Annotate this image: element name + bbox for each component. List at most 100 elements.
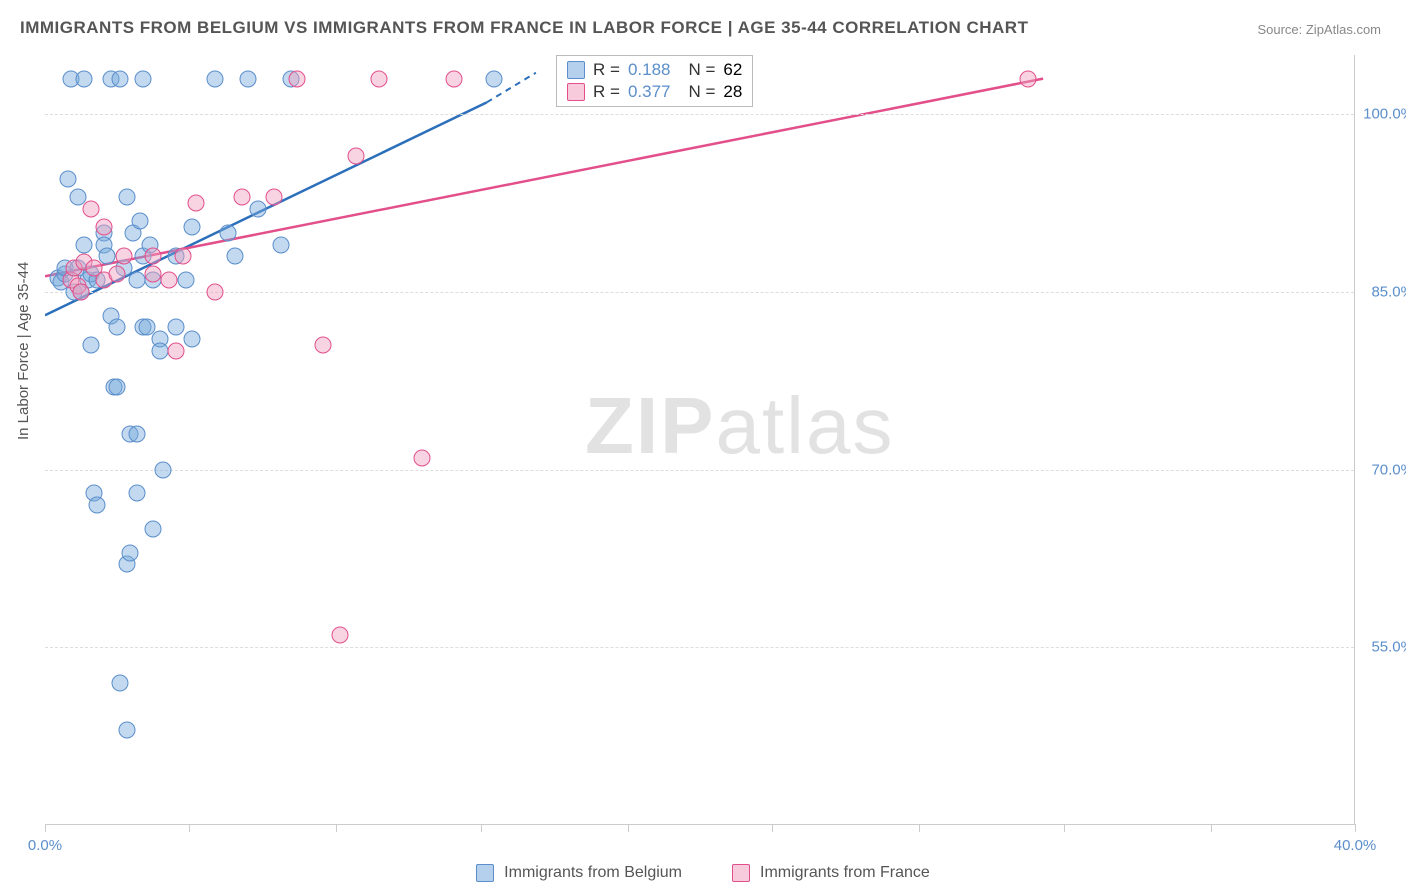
plot-area: ZIPatlas 55.0%70.0%85.0%100.0%0.0%40.0%: [45, 55, 1355, 825]
scatter-point: [59, 171, 76, 188]
x-tick: [919, 824, 920, 832]
scatter-point: [151, 343, 168, 360]
x-tick-label: 40.0%: [1334, 837, 1377, 854]
scatter-point: [289, 70, 306, 87]
pink-swatch-icon: [567, 83, 585, 101]
legend-label: Immigrants from Belgium: [504, 864, 682, 882]
scatter-point: [109, 319, 126, 336]
grid-line-horizontal: [45, 114, 1354, 115]
scatter-point: [233, 189, 250, 206]
scatter-point: [348, 147, 365, 164]
scatter-point: [109, 378, 126, 395]
scatter-point: [1019, 70, 1036, 87]
grid-line-horizontal: [45, 470, 1354, 471]
scatter-point: [131, 212, 148, 229]
y-tick-label: 85.0%: [1371, 283, 1406, 300]
blue-swatch-icon: [476, 864, 494, 882]
y-tick-label: 100.0%: [1363, 106, 1406, 123]
scatter-point: [118, 189, 135, 206]
scatter-point: [76, 236, 93, 253]
scatter-point: [240, 70, 257, 87]
grid-line-horizontal: [45, 292, 1354, 293]
scatter-point: [184, 331, 201, 348]
watermark-zip: ZIP: [585, 381, 715, 470]
scatter-point: [73, 283, 90, 300]
chart-title: IMMIGRANTS FROM BELGIUM VS IMMIGRANTS FR…: [20, 18, 1028, 38]
scatter-point: [128, 426, 145, 443]
chart-container: IMMIGRANTS FROM BELGIUM VS IMMIGRANTS FR…: [0, 0, 1406, 892]
pink-swatch-icon: [732, 864, 750, 882]
scatter-point: [112, 674, 129, 691]
x-tick: [481, 824, 482, 832]
scatter-point: [220, 224, 237, 241]
watermark-atlas: atlas: [715, 381, 894, 470]
scatter-point: [145, 520, 162, 537]
r-value: 0.377: [628, 82, 671, 102]
trend-line: [45, 79, 1043, 277]
scatter-point: [128, 272, 145, 289]
r-value: 0.188: [628, 60, 671, 80]
legend-label: Immigrants from France: [760, 864, 930, 882]
scatter-point: [266, 189, 283, 206]
scatter-point: [315, 337, 332, 354]
r-label: R =: [593, 82, 620, 102]
scatter-point: [128, 485, 145, 502]
legend-item: Immigrants from Belgium: [476, 864, 682, 882]
scatter-point: [118, 722, 135, 739]
x-tick: [45, 824, 46, 832]
x-tick: [628, 824, 629, 832]
scatter-point: [154, 461, 171, 478]
scatter-point: [89, 497, 106, 514]
x-tick: [189, 824, 190, 832]
x-tick: [772, 824, 773, 832]
y-axis-label: In Labor Force | Age 35-44: [15, 262, 32, 440]
y-tick-label: 55.0%: [1371, 639, 1406, 656]
watermark: ZIPatlas: [585, 380, 894, 472]
scatter-point: [168, 319, 185, 336]
scatter-point: [413, 449, 430, 466]
legend-item: Immigrants from France: [732, 864, 930, 882]
correlation-row: R = 0.188 N = 62: [567, 60, 742, 80]
scatter-point: [82, 201, 99, 218]
x-tick: [1064, 824, 1065, 832]
scatter-point: [174, 248, 191, 265]
scatter-point: [249, 201, 266, 218]
trend-lines-svg: [45, 55, 1354, 824]
n-label: N =: [688, 82, 715, 102]
scatter-point: [184, 218, 201, 235]
scatter-point: [371, 70, 388, 87]
scatter-point: [446, 70, 463, 87]
scatter-point: [187, 195, 204, 212]
grid-line-horizontal: [45, 647, 1354, 648]
scatter-point: [226, 248, 243, 265]
scatter-point: [99, 248, 116, 265]
scatter-point: [135, 70, 152, 87]
x-tick: [1211, 824, 1212, 832]
scatter-point: [95, 218, 112, 235]
blue-swatch-icon: [567, 61, 585, 79]
n-value: 62: [723, 60, 742, 80]
x-tick: [336, 824, 337, 832]
y-tick-label: 70.0%: [1371, 461, 1406, 478]
scatter-point: [145, 248, 162, 265]
x-tick-label: 0.0%: [28, 837, 62, 854]
scatter-point: [112, 70, 129, 87]
scatter-point: [82, 337, 99, 354]
scatter-point: [168, 343, 185, 360]
scatter-point: [115, 248, 132, 265]
x-tick: [1355, 824, 1356, 832]
n-value: 28: [723, 82, 742, 102]
scatter-point: [76, 70, 93, 87]
scatter-point: [272, 236, 289, 253]
scatter-point: [207, 70, 224, 87]
scatter-point: [122, 544, 139, 561]
scatter-point: [161, 272, 178, 289]
scatter-point: [109, 266, 126, 283]
r-label: R =: [593, 60, 620, 80]
source-attribution: Source: ZipAtlas.com: [1257, 22, 1381, 37]
correlation-legend: R = 0.188 N = 62 R = 0.377 N = 28: [556, 55, 753, 107]
n-label: N =: [688, 60, 715, 80]
scatter-point: [331, 627, 348, 644]
series-legend: Immigrants from Belgium Immigrants from F…: [0, 864, 1406, 882]
scatter-point: [485, 70, 502, 87]
